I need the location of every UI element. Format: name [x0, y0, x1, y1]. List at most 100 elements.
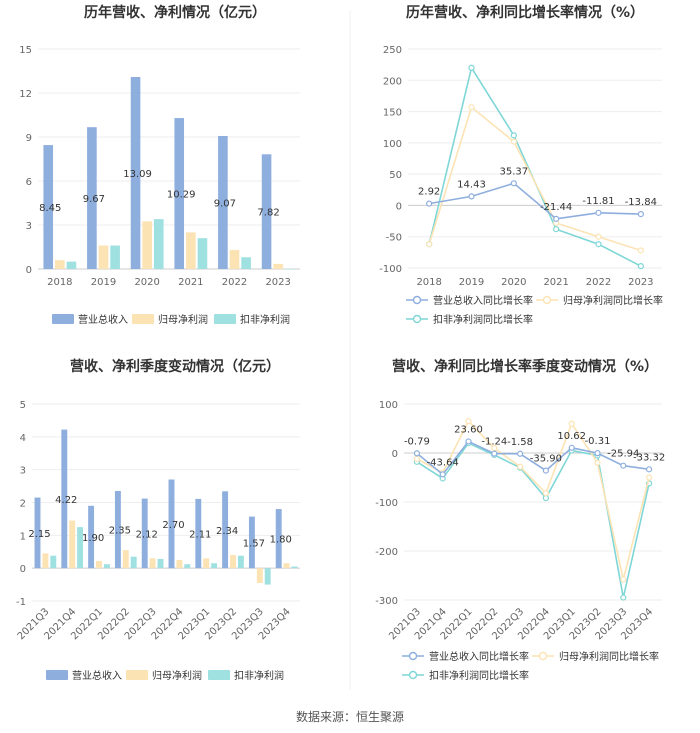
legend-marker [408, 670, 418, 680]
bar-revenue [141, 498, 148, 569]
bar-data-label: 9.07 [214, 198, 236, 209]
bar-deducted-profit [237, 555, 244, 569]
data-point-net-profit-growth [637, 247, 644, 254]
y-tick-label: 3 [20, 466, 26, 477]
line-data-label: -25.94 [607, 449, 639, 460]
line-data-label: 23.60 [454, 424, 483, 435]
legend-label: 归母净利润同比增长率 [563, 294, 663, 307]
bar-deducted-profit [284, 269, 295, 270]
y-tick-label: -300 [375, 596, 398, 607]
data-point-revenue-growth [595, 209, 602, 216]
bar-data-label: 1.57 [243, 538, 265, 549]
x-tick-label: 2021 [543, 277, 568, 288]
x-tick-label: 2020 [134, 277, 159, 288]
legend-swatch [132, 314, 154, 324]
chart-title: 历年营收、净利情况（亿元） [84, 4, 266, 21]
data-point-net-profit-growth [426, 241, 433, 248]
bar-data-label: 7.82 [257, 208, 279, 219]
data-point-net-profit-growth [620, 576, 627, 583]
legend-swatch [46, 670, 68, 680]
bar-net-profit [203, 558, 210, 569]
x-tick-label: 2018 [47, 277, 72, 288]
bar-deducted-profit [211, 563, 218, 569]
data-point-revenue-growth [645, 466, 653, 473]
y-tick-label: 3 [26, 221, 32, 232]
legend-swatch [52, 314, 74, 324]
data-point-deducted-profit-growth [510, 132, 517, 139]
legend-label: 归母净利润同比增长率 [559, 650, 659, 663]
bar-data-label: 1.80 [270, 535, 292, 546]
line-data-label: -1.24 [481, 437, 507, 448]
y-tick-label: 2 [20, 499, 26, 510]
line-data-label: -13.84 [625, 197, 657, 208]
data-point-revenue-growth [465, 438, 472, 445]
bar-revenue [43, 145, 54, 269]
quarterly-growth-rate-line-chart: 营收、净利同比增长率季度变动情况（%）-300-200-10001002021Q… [375, 358, 665, 682]
bar-deducted-profit [197, 238, 208, 269]
bar-revenue [168, 479, 175, 569]
data-point-revenue-growth [542, 467, 550, 474]
data-point-net-profit-growth [468, 104, 475, 111]
data-point-revenue-growth [516, 450, 524, 457]
bar-revenue [218, 135, 228, 269]
bar-data-label: 2.34 [216, 526, 238, 537]
data-point-net-profit-growth [542, 490, 550, 497]
bar-net-profit [186, 232, 196, 269]
bar-revenue [87, 127, 97, 269]
chart-title: 营收、净利同比增长率季度变动情况（%） [392, 358, 658, 375]
data-point-deducted-profit-growth [468, 64, 475, 71]
data-point-deducted-profit-growth [542, 494, 550, 502]
bar-data-label: 2.70 [162, 520, 184, 531]
bar-data-label: 2.11 [189, 530, 211, 541]
data-point-revenue-growth [491, 450, 498, 457]
series-line-net-profit-growth [416, 419, 650, 580]
data-point-revenue-growth [568, 444, 575, 451]
bar-net-profit [149, 558, 156, 569]
bar-revenue [261, 154, 272, 269]
data-point-deducted-profit-growth [595, 241, 602, 248]
y-tick-label: 0 [20, 564, 26, 575]
annual-growth-rate-line-chart: 历年营收、净利同比增长率情况（%） -100 -50 0 50 100 150 200 250 2… [379, 4, 663, 326]
y-tick-label: -50 [386, 233, 402, 244]
bar-deducted-profit [110, 245, 120, 269]
line-data-label: 10.62 [557, 431, 586, 442]
x-tick-label: 2019 [91, 277, 116, 288]
x-tick-label: 2022 [222, 277, 247, 288]
series-line-revenue-growth [416, 440, 650, 476]
data-point-net-profit-growth [595, 233, 602, 240]
data-point-revenue-growth [426, 200, 433, 207]
legend-label: 营业总收入同比增长率 [429, 650, 529, 663]
legend-label: 扣非净利润同比增长率 [433, 313, 533, 326]
y-tick-label: -1 [16, 597, 26, 608]
data-point-revenue-growth [439, 471, 446, 478]
data-point-net-profit-growth [568, 420, 575, 427]
bar-data-label: 13.09 [123, 169, 152, 180]
chart-title: 营收、净利季度变动情况（亿元） [70, 358, 280, 375]
data-source-footer: 数据来源：恒生聚源 [296, 709, 404, 724]
y-tick-label: 0 [396, 201, 402, 212]
bar-data-label: 9.67 [83, 194, 105, 205]
bar-net-profit [96, 560, 102, 569]
legend-label: 营业总收入同比增长率 [433, 294, 533, 307]
legend-marker [412, 295, 422, 305]
bar-deducted-profit [66, 261, 77, 269]
data-point-net-profit-growth [516, 463, 524, 470]
data-point-revenue-growth [468, 193, 475, 200]
x-tick-label: 2023 [628, 277, 653, 288]
legend-label: 归母净利润 [152, 669, 202, 682]
legend-swatch [214, 314, 236, 324]
series-line-net-profit-growth [428, 105, 642, 252]
line-data-label: 14.43 [457, 179, 486, 190]
x-tick-label: 2019 [459, 277, 484, 288]
bar-revenue [222, 491, 229, 569]
line-data-label: -35.90 [530, 454, 562, 465]
bar-net-profit [229, 249, 240, 269]
y-tick-label: -200 [375, 547, 398, 558]
y-tick-label: 9 [26, 133, 32, 144]
bar-deducted-profit [50, 555, 57, 569]
bar-revenue [88, 505, 95, 569]
data-point-deducted-profit-growth [637, 263, 644, 270]
line-data-label: -0.79 [404, 436, 430, 447]
bar-revenue [34, 497, 41, 569]
